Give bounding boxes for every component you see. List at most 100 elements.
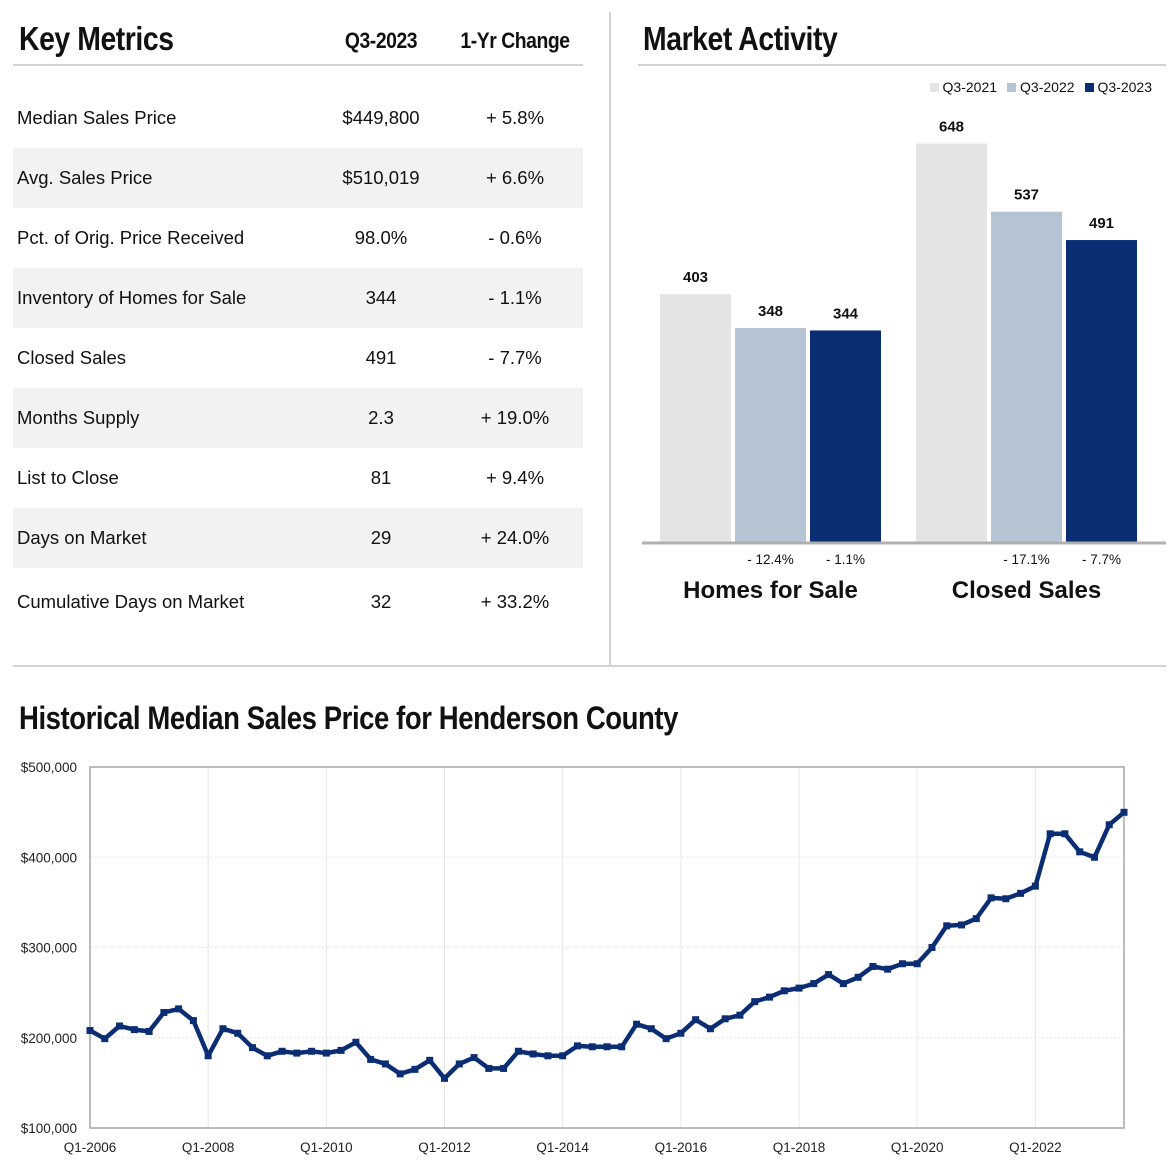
data-point bbox=[544, 1052, 552, 1060]
data-point bbox=[426, 1056, 434, 1064]
bar-value-label: 648 bbox=[939, 118, 964, 135]
data-point bbox=[765, 993, 773, 1001]
data-point bbox=[263, 1052, 271, 1060]
y-tick-label: $500,000 bbox=[21, 760, 77, 775]
legend-item: Q3-2022 bbox=[1007, 79, 1075, 95]
data-point bbox=[101, 1035, 109, 1043]
data-point bbox=[500, 1064, 508, 1072]
metric-row: Days on Market 29 + 24.0% bbox=[13, 508, 583, 568]
x-tick-label: Q1-2006 bbox=[64, 1140, 117, 1155]
data-point bbox=[86, 1027, 94, 1035]
data-point bbox=[352, 1038, 360, 1046]
data-point bbox=[160, 1008, 168, 1016]
data-point bbox=[633, 1020, 641, 1028]
data-point bbox=[692, 1016, 700, 1024]
bar bbox=[810, 330, 881, 542]
data-point bbox=[234, 1029, 242, 1037]
data-point bbox=[1105, 821, 1113, 829]
metric-value: 2.3 bbox=[368, 407, 394, 428]
legend-swatch bbox=[929, 82, 939, 92]
data-point bbox=[943, 922, 951, 930]
data-point bbox=[441, 1074, 449, 1082]
data-point bbox=[825, 971, 833, 979]
category-label: Closed Sales bbox=[952, 577, 1101, 604]
data-point bbox=[603, 1043, 611, 1051]
data-point bbox=[706, 1025, 714, 1033]
legend-label: Q3-2022 bbox=[1020, 79, 1075, 95]
data-point bbox=[780, 987, 788, 995]
data-point bbox=[189, 1017, 197, 1025]
data-point bbox=[322, 1049, 330, 1057]
data-point bbox=[367, 1055, 375, 1063]
data-point bbox=[1017, 889, 1025, 897]
metric-value: 344 bbox=[365, 287, 397, 308]
metric-label: Cumulative Days on Market bbox=[17, 591, 245, 612]
metric-label: Avg. Sales Price bbox=[17, 167, 153, 188]
metric-change: + 9.4% bbox=[485, 467, 545, 488]
data-point bbox=[677, 1029, 685, 1037]
data-point bbox=[854, 973, 862, 981]
data-point bbox=[810, 980, 818, 988]
data-point bbox=[1046, 830, 1054, 838]
vertical-divider bbox=[609, 12, 611, 666]
data-point bbox=[987, 894, 995, 902]
change-label: - 17.1% bbox=[1003, 552, 1050, 567]
data-point bbox=[1031, 882, 1039, 890]
historical-price-chart: Q1-2006 Q1-2008 Q1-2010 Q1-2012 Q1-2014 Q1-20… bbox=[21, 760, 1128, 1155]
metric-row: Closed Sales 491 - 7.7% bbox=[13, 328, 583, 388]
data-point bbox=[928, 944, 936, 951]
metric-value: $510,019 bbox=[342, 167, 420, 188]
metric-label: Pct. of Orig. Price Received bbox=[17, 227, 245, 248]
data-point bbox=[337, 1046, 345, 1054]
data-point bbox=[618, 1043, 626, 1051]
metric-label: Days on Market bbox=[17, 527, 147, 548]
bar bbox=[916, 143, 987, 543]
metric-row: Cumulative Days on Market 32 + 33.2% bbox=[13, 568, 583, 628]
data-point bbox=[248, 1044, 256, 1052]
metric-value: 98.0% bbox=[354, 227, 408, 248]
data-point bbox=[219, 1025, 227, 1033]
data-point bbox=[751, 998, 759, 1006]
metric-row: Months Supply 2.3 + 19.0% bbox=[13, 388, 583, 448]
chart-legend: Q3-2021 Q3-2022 Q3-2023 bbox=[929, 79, 1152, 95]
data-point bbox=[130, 1026, 138, 1034]
metric-label: Months Supply bbox=[17, 407, 140, 428]
data-point bbox=[588, 1043, 596, 1051]
legend-label: Q3-2023 bbox=[1097, 79, 1152, 95]
x-tick-label: Q1-2010 bbox=[300, 1140, 353, 1155]
metric-change: + 24.0% bbox=[480, 527, 550, 548]
legend-item: Q3-2021 bbox=[929, 79, 997, 95]
data-point bbox=[293, 1049, 301, 1057]
metric-row: Pct. of Orig. Price Received 98.0% - 0.6% bbox=[13, 208, 583, 268]
y-tick-label: $100,000 bbox=[21, 1121, 77, 1136]
data-point bbox=[470, 1054, 478, 1062]
data-point bbox=[411, 1065, 419, 1073]
x-tick-label: Q1-2016 bbox=[655, 1140, 708, 1155]
bar-value-label: 491 bbox=[1089, 215, 1114, 232]
metric-row: List to Close 81 + 9.4% bbox=[13, 448, 583, 508]
plot-frame bbox=[89, 766, 1125, 1129]
key-metrics-title: Key Metrics bbox=[19, 20, 174, 57]
data-point bbox=[972, 915, 980, 923]
data-point bbox=[1002, 895, 1010, 903]
period-column-header: Q3-2023 bbox=[344, 28, 418, 53]
legend-swatch bbox=[1084, 82, 1094, 92]
data-point bbox=[721, 1015, 729, 1023]
price-line bbox=[88, 810, 1126, 1081]
data-point bbox=[204, 1052, 212, 1060]
x-tick-label: Q1-2022 bbox=[1009, 1140, 1062, 1155]
metric-change: - 7.7% bbox=[488, 347, 542, 368]
metric-change: + 33.2% bbox=[480, 591, 550, 612]
market-activity-panel: Market Activity 403 348 344 - 12.4% - 1.1% Ho… bbox=[638, 12, 1166, 652]
bar-value-label: 348 bbox=[758, 303, 783, 320]
data-point bbox=[485, 1064, 493, 1072]
metric-value: 29 bbox=[370, 527, 392, 548]
y-tick-label: $200,000 bbox=[21, 1031, 77, 1046]
bar-value-label: 403 bbox=[683, 269, 708, 286]
market-activity-chart: 403 348 344 - 12.4% - 1.1% Homes for Sale 648 5… bbox=[642, 118, 1166, 604]
data-point bbox=[278, 1047, 286, 1055]
bar bbox=[1066, 240, 1137, 542]
data-point bbox=[662, 1035, 670, 1043]
data-point bbox=[145, 1027, 153, 1035]
data-point bbox=[958, 921, 966, 929]
